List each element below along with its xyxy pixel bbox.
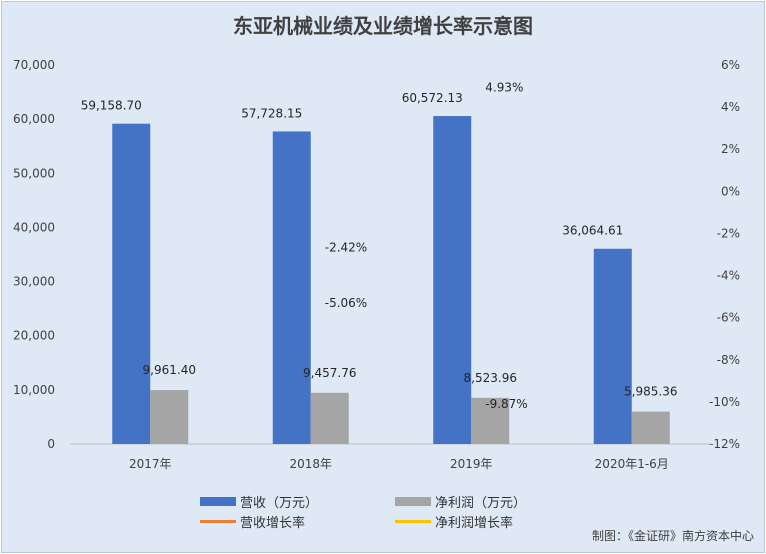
bar-data-label: 36,064.61 <box>562 224 623 238</box>
bar-revenue <box>593 248 632 444</box>
x-axis: 2017年 2018年 2019年 2020年1-6月 <box>70 443 712 471</box>
left-axis: 0 10,000 20,000 30,000 40,000 50,000 60,000 70,… <box>13 58 55 451</box>
line-data-label: 4.93% <box>485 81 523 95</box>
right-axis: -12% -10% -8% -6% -4% -2% 0% 2% 4% 6% <box>709 58 740 451</box>
x-tick-label: 2018年 <box>289 457 332 471</box>
legend-item-net-profit-growth: 净利润增长率 <box>395 512 513 531</box>
y-left-tick-label: 60,000 <box>13 112 55 126</box>
line-data-label: -9.87% <box>485 397 527 411</box>
y-right-tick-label: -8% <box>717 353 740 367</box>
y-left-tick-label: 70,000 <box>13 58 55 72</box>
y-left-tick-label: 30,000 <box>13 275 55 289</box>
y-right-tick-label: -4% <box>717 269 740 283</box>
bar-data-label: 9,457.76 <box>303 366 356 380</box>
y-left-tick-label: 10,000 <box>13 383 55 397</box>
legend-swatch-revenue-growth <box>200 520 236 523</box>
x-tick-label: 2017年 <box>129 457 172 471</box>
bar-net-profit <box>150 390 189 444</box>
legend-swatch-revenue <box>200 497 236 506</box>
bar-data-label: 60,572.13 <box>402 91 463 105</box>
y-right-tick-label: 2% <box>721 142 740 156</box>
bar-data-label: 5,985.36 <box>624 385 677 399</box>
legend-item-revenue: 营收（万元） <box>200 492 318 511</box>
bar-revenue <box>272 131 311 444</box>
line-data-label: -2.42% <box>325 240 367 254</box>
legend-swatch-net-profit-growth <box>395 520 431 523</box>
y-right-tick-label: -10% <box>709 395 740 409</box>
y-left-tick-label: 50,000 <box>13 166 55 180</box>
bar-revenue <box>433 116 472 445</box>
y-right-tick-label: -2% <box>717 226 740 240</box>
y-right-tick-label: -12% <box>709 437 740 451</box>
y-right-tick-label: 0% <box>721 184 740 198</box>
legend-label-revenue-growth: 营收增长率 <box>240 516 306 531</box>
legend-item-net-profit: 净利润（万元） <box>395 492 526 511</box>
data-labels: 59,158.70 57,728.15 60,572.13 36,064.61 9,96… <box>81 81 678 412</box>
y-left-tick-label: 40,000 <box>13 220 55 234</box>
line-data-label: -5.06% <box>325 296 367 310</box>
y-right-tick-label: 6% <box>721 58 740 72</box>
legend-label-net-profit-growth: 净利润增长率 <box>435 516 514 531</box>
y-left-tick-label: 20,000 <box>13 329 55 343</box>
legend-swatch-net-profit <box>395 497 431 506</box>
bar-revenue <box>112 123 151 444</box>
bar-data-label: 8,523.96 <box>464 371 517 385</box>
y-right-tick-label: -6% <box>717 311 740 325</box>
bar-net-profit <box>471 397 510 444</box>
bar-data-label: 9,961.40 <box>143 363 196 377</box>
bar-data-label: 59,158.70 <box>81 99 142 113</box>
bars <box>112 116 670 445</box>
y-right-tick-label: 4% <box>721 100 740 114</box>
legend-label-revenue: 营收（万元） <box>240 496 319 511</box>
bar-net-profit <box>631 411 670 444</box>
legend-label-net-profit: 净利润（万元） <box>435 496 527 511</box>
source-note: 制图：《金证研》南方资本中心 <box>591 529 754 543</box>
x-tick-label: 2019年 <box>450 457 493 471</box>
y-left-tick-label: 0 <box>47 437 55 451</box>
bar-data-label: 57,728.15 <box>241 106 302 120</box>
x-tick-label: 2020年1-6月 <box>595 457 669 471</box>
legend-item-revenue-growth: 营收增长率 <box>200 512 305 531</box>
bar-net-profit <box>310 392 349 444</box>
chart-title: 东亚机械业绩及业绩增长率示意图 <box>233 14 533 38</box>
